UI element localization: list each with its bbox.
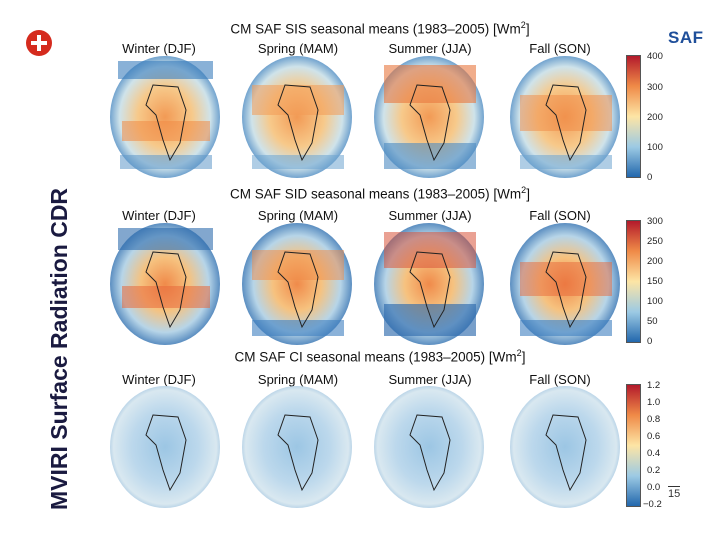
cmsaf-logo: SAF	[668, 28, 704, 47]
season-label: Winter (DJF)	[122, 372, 196, 387]
sis-winter-map	[110, 56, 220, 178]
sid-spring-map	[242, 223, 352, 345]
colorbar-tick: 200	[647, 256, 663, 267]
ci-fall-map	[510, 386, 620, 508]
colorbar-tick: 0.0	[647, 482, 661, 493]
colorbar-tick: 250	[647, 236, 663, 247]
sid-summer-map	[374, 223, 484, 345]
season-label: Winter (DJF)	[122, 41, 196, 56]
colorbar-tick: 0.2	[647, 465, 661, 476]
colorbar-tick: 50	[647, 316, 658, 327]
colorbar-tick: −0.2	[643, 499, 662, 510]
panel-title-sid: CM SAF SID seasonal means (1983–2005) [W…	[230, 185, 530, 202]
page-number: 15	[668, 486, 681, 500]
ci-summer-map	[374, 386, 484, 508]
season-label: Summer (JJA)	[388, 208, 472, 223]
season-label: Summer (JJA)	[388, 41, 472, 56]
colorbar-tick: 300	[647, 82, 663, 93]
colorbar-tick: 1.2	[647, 380, 661, 391]
colorbar-tick: 0	[647, 172, 653, 183]
colorbar-tick: 0	[647, 336, 653, 347]
colorbar-tick: 300	[647, 216, 663, 227]
sis-summer-map	[374, 56, 484, 178]
season-label: Fall (SON)	[529, 41, 591, 56]
sis-spring-map	[242, 56, 352, 178]
ci-spring-map	[242, 386, 352, 508]
season-label: Winter (DJF)	[122, 208, 196, 223]
colorbar-tick: 400	[647, 51, 663, 62]
season-label: Fall (SON)	[529, 208, 591, 223]
colorbar-tick: 100	[647, 142, 663, 153]
swiss-flag-icon	[26, 30, 52, 56]
season-label: Summer (JJA)	[388, 372, 472, 387]
side-title: MVIRI Surface Radiation CDR	[46, 187, 72, 510]
colorbar-tick: 0.8	[647, 414, 661, 425]
ci-colorbar	[626, 384, 641, 507]
colorbar-tick: 1.0	[647, 397, 661, 408]
season-label: Spring (MAM)	[257, 372, 339, 387]
ci-winter-map	[110, 386, 220, 508]
sid-winter-map	[110, 223, 220, 345]
sid-fall-map	[510, 223, 620, 345]
season-label: Spring (MAM)	[257, 41, 339, 56]
colorbar-tick: 0.6	[647, 431, 661, 442]
sid-colorbar	[626, 220, 641, 343]
colorbar-tick: 0.4	[647, 448, 661, 459]
panel-title-ci: CM SAF CI seasonal means (1983–2005) [Wm…	[234, 348, 526, 365]
panel-title-sis: CM SAF SIS seasonal means (1983–2005) [W…	[230, 20, 530, 37]
season-label: Fall (SON)	[529, 372, 591, 387]
sis-fall-map	[510, 56, 620, 178]
colorbar-tick: 150	[647, 276, 663, 287]
season-label: Spring (MAM)	[257, 208, 339, 223]
colorbar-tick: 200	[647, 112, 663, 123]
sis-colorbar	[626, 55, 641, 178]
colorbar-tick: 100	[647, 296, 663, 307]
